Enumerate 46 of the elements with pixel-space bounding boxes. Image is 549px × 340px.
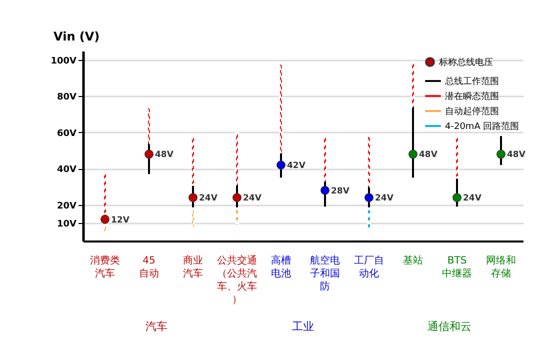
- data-label: 28V: [331, 186, 350, 196]
- x-tick-label: BTS 中继器: [442, 256, 472, 280]
- x-tick-label: 基站: [403, 254, 423, 266]
- data-label: 42V: [287, 161, 306, 171]
- x-tick-label: 网络和存储: [486, 254, 516, 280]
- legend-label: 自动起停范围: [445, 106, 499, 117]
- text: 汽车: [145, 320, 168, 333]
- point: [496, 150, 506, 159]
- x-tick-label: 45 自动: [139, 256, 159, 280]
- text: 工业: [292, 320, 314, 333]
- y-tick-label: 40V: [57, 165, 77, 176]
- y-tick-label: 20V: [57, 201, 77, 212]
- x-tick-label: 高槽电池: [271, 254, 291, 280]
- x-tick-label: 商业汽车: [183, 254, 203, 280]
- legend-label: 4-20mA 回路范围: [445, 121, 520, 132]
- data-label: 48V: [507, 150, 526, 160]
- point: [408, 150, 418, 159]
- bar: [103, 224, 107, 233]
- legend-label: 潜在瞬态范围: [445, 91, 499, 102]
- point: [320, 186, 330, 195]
- x-tick-label: 公共交通（公共汽车、火车）: [217, 254, 257, 306]
- y-tick-label: 80V: [57, 92, 77, 103]
- y-tick-label: 10V: [57, 219, 77, 230]
- data-label: 24V: [375, 194, 394, 204]
- data-label: 48V: [155, 150, 174, 160]
- data-label: 24V: [199, 194, 218, 204]
- legend-label: 总线工作范围: [444, 76, 499, 87]
- point: [144, 150, 154, 159]
- data-label: 12V: [111, 215, 130, 226]
- y-tick-label: 60V: [57, 128, 77, 139]
- point: [452, 193, 462, 202]
- y-tick-label: 100V: [50, 56, 77, 67]
- y-axis-title: Vin (V): [54, 30, 100, 44]
- data-label: 24V: [463, 194, 482, 204]
- legend-label: 标称总线电压: [438, 57, 493, 68]
- x-tick-label: 航空电子和国防: [310, 254, 340, 292]
- data-label: 24V: [243, 194, 262, 204]
- data-label: 48V: [419, 150, 438, 160]
- point: [232, 193, 242, 202]
- point: [188, 193, 198, 202]
- point: [364, 193, 374, 202]
- point: [276, 160, 286, 170]
- x-tick-label: 工厂自动化: [354, 254, 384, 280]
- point: [100, 214, 110, 224]
- x-tick-label: 消费类 汽车: [90, 254, 120, 280]
- text: 通信和云: [428, 320, 472, 333]
